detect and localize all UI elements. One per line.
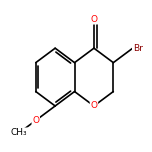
Text: O: O bbox=[90, 15, 97, 24]
Text: O: O bbox=[90, 102, 97, 111]
Text: CH₃: CH₃ bbox=[11, 128, 28, 137]
Text: Br: Br bbox=[133, 44, 143, 53]
Text: O: O bbox=[32, 116, 39, 125]
